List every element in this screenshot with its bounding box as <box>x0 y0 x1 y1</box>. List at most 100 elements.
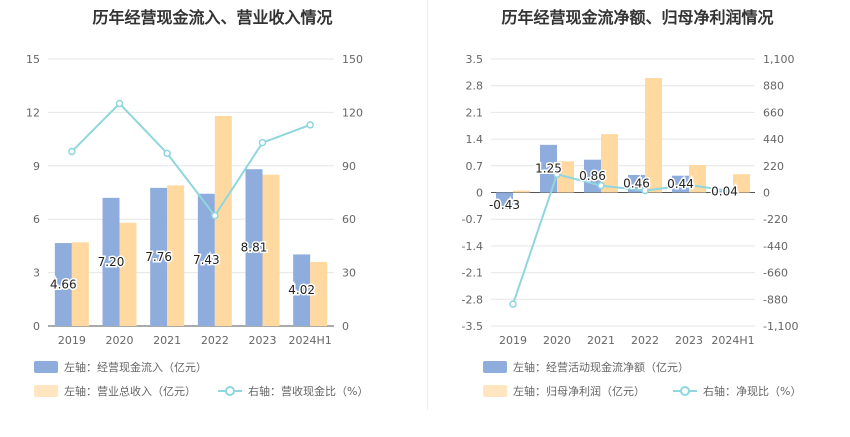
legend-item-cash-ratio[interactable]: 右轴：营收现金比（%） <box>218 383 368 399</box>
left-chart-right-tick: 150 <box>342 53 363 66</box>
legend-item-revenue[interactable]: 左轴：营业总收入（亿元） <box>34 383 196 399</box>
right-chart-ratio-point <box>729 187 737 196</box>
right-chart-left-tick: -2.1 <box>462 267 483 280</box>
right-chart-bar-secondary <box>733 174 750 193</box>
right-chart-bar-secondary <box>513 190 530 193</box>
left-chart-bar-secondary <box>167 185 185 326</box>
right-chart-ratio-line <box>512 173 734 305</box>
left-chart-bar-primary <box>245 169 263 326</box>
right-chart-bar-primary <box>540 144 557 193</box>
right-chart-data-label: 1.25 <box>535 162 562 176</box>
left-chart-ratio-point <box>211 211 219 220</box>
right-chart-right-tick: 660 <box>763 106 784 119</box>
legend-label-net-cash-flow: 左轴：经营活动现金流净额（亿元） <box>513 361 689 374</box>
left-chart-title: 历年经营现金流入、营业收入情况 <box>92 8 333 27</box>
legend-label-net-profit: 左轴：归母净利润（亿元） <box>513 385 645 398</box>
left-chart-left-tick: 15 <box>26 53 40 66</box>
right-chart-x-tick: 2022 <box>631 334 659 347</box>
right-chart-x-tick: 2020 <box>543 334 571 347</box>
left-chart-right-tick: 30 <box>342 267 356 280</box>
right-chart-left-tick: 1.4 <box>466 133 484 146</box>
right-chart-data-label: -0.43 <box>489 198 520 212</box>
left-chart-x-tick: 2024H1 <box>289 334 332 347</box>
left-chart-ratio-point <box>68 147 76 156</box>
right-chart-right-tick: 1,100 <box>763 53 795 66</box>
chart-divider <box>427 0 428 410</box>
right-chart-left-tick: -1.4 <box>462 240 483 253</box>
left-chart-data-label: 7.20 <box>98 255 125 269</box>
right-chart-ratio-point <box>553 170 561 179</box>
legend-label-revenue: 左轴：营业总收入（亿元） <box>64 385 196 398</box>
legend-label-cash-inflow: 左轴：经营现金流入（亿元） <box>64 361 207 374</box>
left-chart-left-tick: 9 <box>33 160 40 173</box>
right-chart-ratio-point <box>685 181 693 189</box>
left-chart-data-label: 7.76 <box>145 250 172 264</box>
right-chart-left-tick: 0 <box>476 187 483 200</box>
legend-item-net-cash-flow[interactable]: 左轴：经营活动现金流净额（亿元） <box>483 359 689 375</box>
right-chart-left-tick: -0.7 <box>462 213 483 226</box>
right-chart-left-tick: 3.5 <box>466 53 484 66</box>
legend-swatch-net-cash-flow <box>483 361 507 373</box>
right-chart-left-tick: 2.8 <box>466 80 484 93</box>
right-chart-bar-primary <box>716 190 733 193</box>
right-chart-right-tick: 440 <box>763 133 784 146</box>
left-chart: 0 0 3 30 6 60 9 90 12 120 15 150 2019 2020 2021 2022 202… <box>26 53 363 347</box>
right-chart-data-label: 0.04 <box>711 185 738 199</box>
right-chart: -3.5 -1,100 -2.8 -880 -2.1 -660 -1.4 -440 -0.7 -2… <box>462 53 799 347</box>
right-chart-data-label: 0.46 <box>623 177 650 191</box>
left-chart-ratio-point <box>258 138 267 147</box>
legend-swatch-net-profit <box>483 385 507 397</box>
left-chart-x-tick: 2023 <box>249 334 277 347</box>
right-chart-x-tick: 2021 <box>587 334 615 347</box>
left-chart-bar-secondary <box>310 261 328 326</box>
right-chart-right-tick: -440 <box>763 240 788 253</box>
right-chart-right-tick: 0 <box>763 187 770 200</box>
legend-swatch-revenue <box>34 385 58 397</box>
right-chart-bar-primary <box>672 175 689 193</box>
left-chart-x-tick: 2020 <box>106 334 134 347</box>
left-chart-ratio-point <box>115 99 124 108</box>
left-chart-x-tick: 2019 <box>58 334 86 347</box>
left-chart-x-tick: 2022 <box>201 334 229 347</box>
left-chart-ratio-point <box>163 149 171 158</box>
left-chart-data-label: 8.81 <box>241 241 268 255</box>
left-legend: 左轴：经营现金流入（亿元） 左轴：营业总收入（亿元） 右轴：营收现金比（%） <box>0 355 425 405</box>
right-chart-data-label: 0.86 <box>579 169 606 183</box>
legend-item-net-cash-ratio[interactable]: 右轴：净现比（%） <box>673 383 801 399</box>
left-chart-data-label: 4.02 <box>288 283 315 297</box>
left-chart-data-label: 7.43 <box>193 253 220 267</box>
left-chart-bar-primary <box>102 197 120 326</box>
right-chart-right-tick: 220 <box>763 160 784 173</box>
legend-item-net-profit[interactable]: 左轴：归母净利润（亿元） <box>483 383 645 399</box>
left-chart-left-tick: 12 <box>26 106 40 119</box>
right-chart-bar-secondary <box>601 134 618 193</box>
left-chart-left-tick: 0 <box>33 320 40 333</box>
right-chart-right-tick: -660 <box>763 267 788 280</box>
left-chart-right-tick: 60 <box>342 213 356 226</box>
left-chart-right-tick: 90 <box>342 160 356 173</box>
left-chart-right-tick: 120 <box>342 106 363 119</box>
right-chart-left-tick: -2.8 <box>462 293 483 306</box>
left-chart-ratio-line <box>71 102 311 218</box>
left-chart-left-tick: 3 <box>33 267 40 280</box>
left-chart-left-tick: 6 <box>33 213 40 226</box>
legend-item-cash-inflow[interactable]: 左轴：经营现金流入（亿元） <box>34 359 207 375</box>
left-chart-data-label: 4.66 <box>50 278 77 292</box>
right-chart-right-tick: -1,100 <box>763 320 798 333</box>
left-chart-bar-primary <box>54 243 72 326</box>
left-chart-bar-secondary <box>71 242 89 326</box>
left-chart-bar-secondary <box>119 222 137 326</box>
right-chart-x-tick: 2023 <box>675 334 703 347</box>
right-chart-ratio-point <box>509 300 517 308</box>
right-chart-left-tick: 2.1 <box>466 106 484 119</box>
left-chart-bar-primary <box>197 193 215 326</box>
right-legend: 左轴：经营活动现金流净额（亿元） 左轴：归母净利润（亿元） 右轴：净现比（%） <box>425 355 850 405</box>
right-chart-x-tick: 2019 <box>499 334 527 347</box>
right-chart-right-tick: -220 <box>763 213 788 226</box>
left-chart-bar-primary <box>150 187 168 326</box>
legend-label-net-cash-ratio: 右轴：净现比（%） <box>703 385 802 398</box>
right-chart-ratio-point <box>597 181 605 190</box>
right-chart-data-label: 0.44 <box>667 177 694 191</box>
right-chart-left-tick: -3.5 <box>462 320 483 333</box>
